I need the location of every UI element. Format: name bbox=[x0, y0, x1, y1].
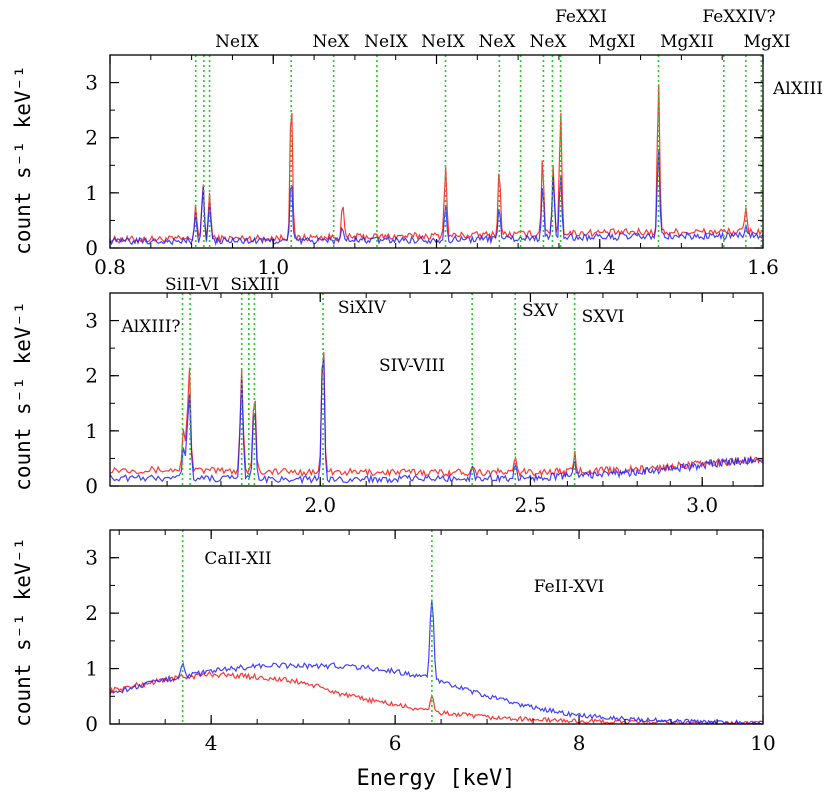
line-label: SiXIV bbox=[338, 298, 387, 318]
line-label: FeXXI bbox=[555, 7, 607, 27]
line-label: FeII-XVI bbox=[534, 577, 605, 597]
line-label: NeIX bbox=[421, 32, 466, 52]
spectrum-blue-1 bbox=[109, 148, 764, 247]
line-label: AlXIII bbox=[772, 79, 823, 99]
y-tick-label: 0 bbox=[85, 712, 98, 736]
y-tick-label: 2 bbox=[85, 601, 98, 625]
x-tick-label: 1.6 bbox=[747, 255, 779, 279]
y-axis-label-middle: count s⁻¹ keV⁻¹ bbox=[11, 301, 35, 491]
line-label: NeX bbox=[529, 32, 567, 52]
x-tick-label: 1.2 bbox=[421, 255, 453, 279]
line-label: MgXI bbox=[743, 32, 790, 52]
x-tick-label: 3.0 bbox=[686, 493, 718, 517]
line-label: NeIX bbox=[364, 32, 409, 52]
y-tick-label: 0 bbox=[85, 474, 98, 498]
x-tick-label: 1.4 bbox=[584, 255, 616, 279]
y-tick-label: 1 bbox=[85, 657, 98, 681]
spectrum-red-3 bbox=[109, 670, 763, 726]
x-axis-label: Energy [keV] bbox=[357, 766, 516, 791]
y-tick-label: 1 bbox=[85, 419, 98, 443]
line-label: MgXII bbox=[660, 32, 714, 52]
y-tick-label: 0 bbox=[85, 236, 98, 260]
line-label: MgXI bbox=[588, 32, 635, 52]
y-tick-label: 2 bbox=[85, 126, 98, 150]
y-tick-label: 3 bbox=[85, 71, 98, 95]
panel-middle: AlXIII? SiII-VI SiXIII SiXIV SIV-VIII SXV SXVI… bbox=[85, 275, 764, 517]
axes-frame bbox=[109, 529, 764, 725]
line-label: SiXIII bbox=[230, 275, 279, 295]
line-label: AlXIII? bbox=[120, 317, 180, 337]
y-tick-label: 2 bbox=[85, 364, 98, 388]
line-label: NeX bbox=[478, 32, 516, 52]
line-label: NeX bbox=[312, 32, 350, 52]
x-tick-label: 4 bbox=[205, 731, 218, 755]
spectrum-blue-3 bbox=[109, 599, 764, 726]
line-label: SiII-VI bbox=[165, 275, 219, 295]
x-tick-label: 1.0 bbox=[257, 255, 289, 279]
line-label: SXVI bbox=[582, 307, 625, 327]
line-label: FeXXIV? bbox=[702, 7, 775, 27]
x-tick-label: 8 bbox=[573, 731, 586, 755]
y-axis-label-bottom: count s⁻¹ keV⁻¹ bbox=[11, 537, 35, 727]
panel-bottom: CaII-XII FeII-XVI 0 1 2 3 4 6 8 10 bbox=[85, 529, 776, 755]
spectrum-blue-2 bbox=[109, 358, 764, 485]
y-axis-label-top: count s⁻¹ keV⁻¹ bbox=[11, 65, 35, 255]
axes-frame bbox=[109, 292, 764, 487]
x-tick-label: 2.5 bbox=[515, 493, 547, 517]
y-tick-label: 1 bbox=[85, 181, 98, 205]
y-tick-label: 3 bbox=[85, 546, 98, 570]
x-tick-label: 0.8 bbox=[94, 255, 126, 279]
line-label: SIV-VIII bbox=[379, 356, 445, 376]
line-label: SXV bbox=[522, 301, 559, 321]
y-tick-label: 3 bbox=[85, 309, 98, 333]
x-tick-label: 6 bbox=[389, 731, 402, 755]
line-label: CaII-XII bbox=[204, 549, 271, 569]
panel-top: NeIX NeX NeIX NeIX NeX NeX FeXXI MgXI MgXII FeXXI… bbox=[85, 7, 823, 279]
x-tick-label: 2.0 bbox=[304, 493, 336, 517]
line-label: NeIX bbox=[215, 32, 260, 52]
x-tick-label: 10 bbox=[750, 731, 775, 755]
